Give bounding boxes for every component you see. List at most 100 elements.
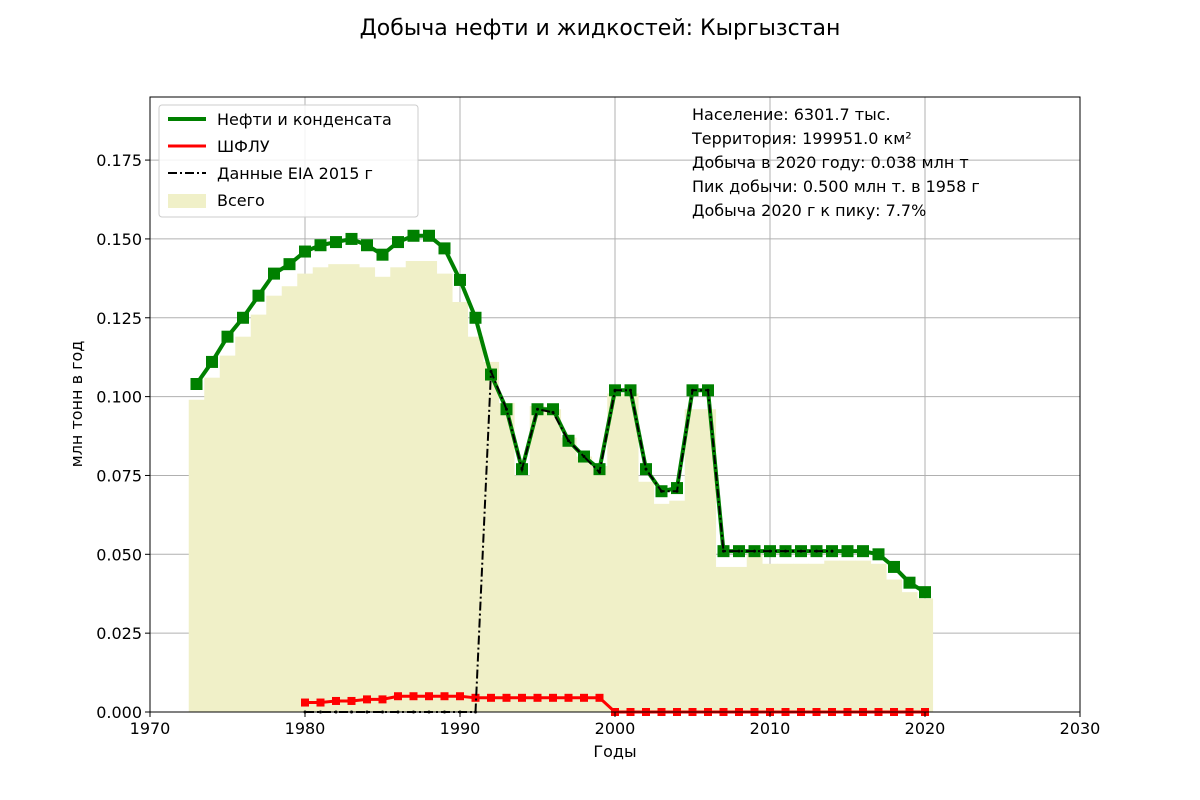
- total-area-bar: [483, 361, 500, 712]
- data-point-oil: [206, 355, 218, 368]
- data-point-ngl: [394, 692, 402, 701]
- total-area-bar: [700, 409, 717, 712]
- annotation-peak: Пик добычи: 0.500 млн т. в 1958 г: [692, 177, 980, 196]
- data-point-oil: [872, 548, 885, 561]
- data-point-oil: [469, 311, 482, 324]
- data-point-eia: [598, 470, 601, 474]
- data-point-ngl: [363, 695, 371, 704]
- total-area-bar: [188, 399, 205, 712]
- data-point-ngl: [440, 692, 449, 701]
- data-point-oil: [237, 311, 249, 324]
- total-area-bar: [467, 336, 484, 712]
- data-point-oil: [423, 229, 435, 242]
- data-point-oil: [299, 245, 311, 258]
- legend-swatch-total: [168, 194, 206, 208]
- legend-label-ngl: ШФЛУ: [217, 137, 270, 156]
- data-point-ngl: [564, 693, 573, 702]
- data-point-oil: [361, 239, 373, 252]
- total-area-bar: [529, 406, 546, 712]
- total-area-bar: [684, 409, 701, 712]
- total-area-bar: [281, 286, 298, 712]
- total-area-bar: [452, 302, 469, 712]
- annotation-territory: Территория: 199951.0 км²: [691, 129, 912, 148]
- y-tick-label: 0.025: [96, 624, 142, 643]
- data-point-ngl: [378, 695, 387, 704]
- data-point-oil: [268, 267, 280, 280]
- annotation-production-2020: Добыча в 2020 году: 0.038 млн т: [692, 153, 969, 172]
- total-area-bar: [266, 295, 283, 712]
- y-tick-label: 0.000: [96, 703, 142, 722]
- data-point-eia: [567, 439, 570, 443]
- total-area-bar: [390, 267, 407, 712]
- series-layer: [190, 229, 931, 716]
- annotation-block: Население: 6301.7 тыс. Территория: 19995…: [691, 105, 980, 220]
- y-tick-label: 0.050: [96, 545, 142, 564]
- x-tick-label: 2010: [750, 719, 791, 738]
- total-area-bar: [715, 566, 732, 712]
- data-point-eia: [629, 388, 632, 392]
- data-point-oil: [888, 560, 900, 573]
- data-point-eia: [753, 549, 756, 553]
- total-area-bar: [638, 481, 655, 712]
- data-point-oil: [190, 378, 203, 390]
- total-area-bar: [235, 336, 252, 712]
- total-area-bar: [607, 393, 624, 712]
- total-area-bar: [901, 592, 918, 712]
- data-point-ngl: [518, 693, 526, 702]
- data-point-oil: [841, 545, 854, 558]
- total-area-bar: [886, 579, 903, 712]
- total-area-bar: [250, 314, 267, 712]
- total-area-bar: [591, 466, 608, 712]
- data-point-oil: [392, 236, 404, 249]
- total-area-bar: [731, 566, 748, 712]
- data-point-ngl: [580, 693, 588, 702]
- data-point-oil: [345, 232, 358, 245]
- total-area-bar: [824, 560, 841, 712]
- data-point-oil: [547, 403, 559, 416]
- y-tick-label: 0.125: [96, 309, 142, 328]
- total-area-bar: [855, 560, 872, 712]
- total-area-bar: [560, 437, 577, 712]
- data-point-oil: [314, 239, 327, 252]
- total-area-bar: [498, 402, 515, 712]
- data-point-oil: [407, 229, 420, 242]
- total-area-bar: [653, 503, 670, 712]
- annotation-population: Население: 6301.7 тыс.: [692, 105, 891, 124]
- total-area-bar: [870, 563, 887, 712]
- data-point-eia: [830, 549, 834, 553]
- total-area-bar: [421, 261, 438, 712]
- data-point-eia: [737, 549, 741, 553]
- data-point-ngl: [549, 693, 557, 702]
- total-area-bar: [576, 456, 593, 712]
- total-area-bar: [328, 264, 345, 712]
- total-area-bar: [545, 409, 562, 712]
- x-tick-label: 2020: [905, 719, 946, 738]
- total-area-bar: [374, 276, 391, 712]
- data-point-ngl: [533, 693, 542, 702]
- data-point-eia: [722, 549, 725, 553]
- data-point-oil: [252, 289, 265, 302]
- x-tick-label: 1990: [440, 719, 481, 738]
- total-area-bar: [219, 355, 236, 712]
- data-point-eia: [536, 407, 539, 411]
- data-point-ngl: [595, 693, 604, 702]
- data-point-oil: [330, 236, 342, 249]
- total-area-bar: [777, 563, 794, 712]
- total-area-bar: [762, 563, 779, 712]
- total-area-bar: [669, 500, 686, 712]
- data-point-eia: [489, 369, 493, 373]
- data-point-eia: [660, 489, 663, 493]
- data-point-ngl: [487, 693, 495, 702]
- x-axis-ticks: 1970 1980 1990 2000 2010 2020 2030: [130, 712, 1101, 738]
- data-point-eia: [582, 455, 586, 459]
- data-point-eia: [520, 467, 524, 471]
- x-tick-label: 2030: [1060, 719, 1101, 738]
- data-point-eia: [551, 410, 555, 414]
- x-tick-label: 2000: [595, 719, 636, 738]
- data-point-oil: [454, 273, 466, 286]
- total-area-bar: [343, 264, 360, 712]
- data-point-eia: [815, 549, 818, 553]
- total-area-layer: [188, 261, 934, 712]
- total-area-bar: [514, 475, 531, 712]
